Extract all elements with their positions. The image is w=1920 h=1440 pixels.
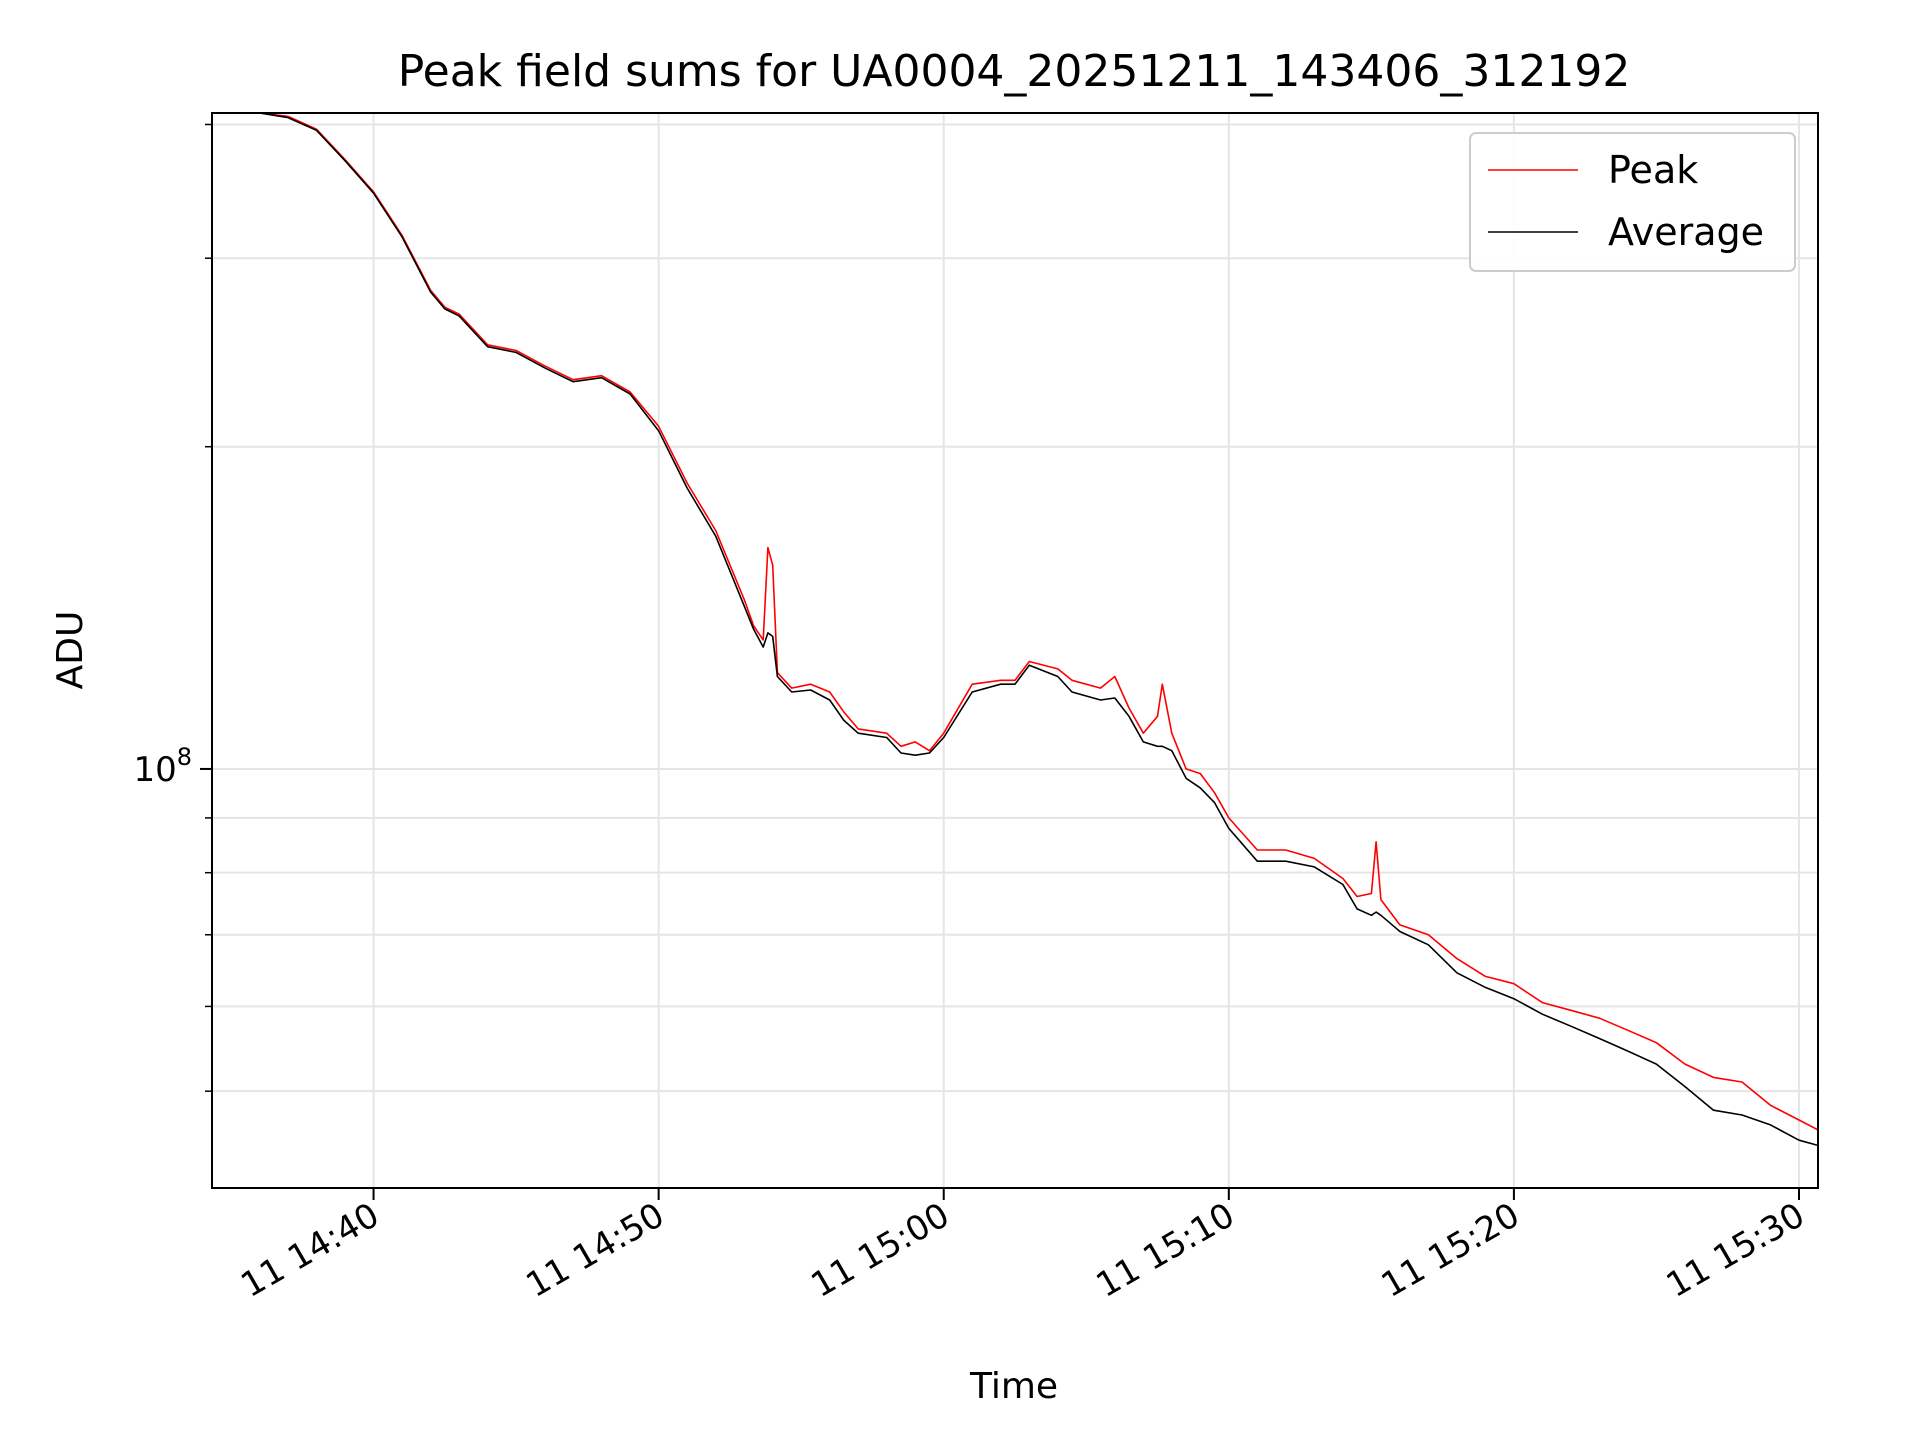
x-axis-label: Time: [969, 1366, 1058, 1407]
legend-average-label: Average: [1608, 210, 1764, 254]
y-axis-label: ADU: [50, 611, 91, 690]
legend-peak-label: Peak: [1608, 148, 1698, 192]
series-line-peak: [212, 113, 1818, 1131]
series-layer: [212, 113, 1818, 1147]
legend-frame: [1469, 132, 1796, 272]
series-line-average: [212, 113, 1818, 1147]
chart-title: Peak field sums for UA0004_20251211_1434…: [398, 46, 1631, 97]
legend: Peak Average: [1469, 132, 1796, 272]
y-tick-label: 108: [133, 743, 192, 790]
plot-frame: [211, 112, 1819, 1189]
grid: [212, 113, 1818, 1188]
